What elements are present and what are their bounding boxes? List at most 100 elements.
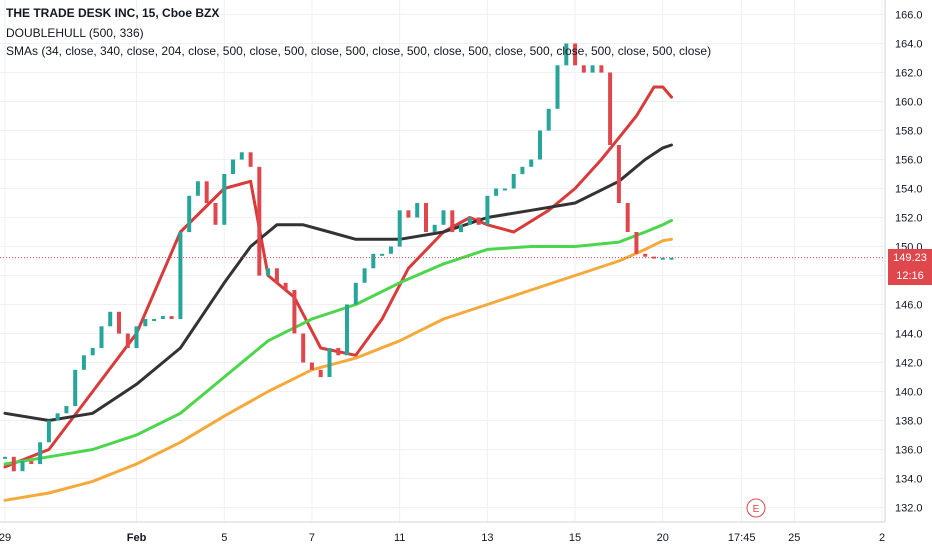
last-price-tag: 149.23 — [888, 248, 932, 267]
series-line-sma-orange[interactable] — [3, 237, 673, 502]
price-bar — [248, 152, 253, 167]
price-bar — [187, 195, 192, 233]
price-bar — [169, 316, 174, 319]
price-bar — [362, 268, 367, 283]
series-line-sma-green[interactable] — [3, 218, 673, 466]
earnings-marker-label: E — [753, 504, 760, 515]
bar-countdown-tag: 12:16 — [888, 266, 932, 285]
price-bar — [573, 43, 578, 66]
price-bar — [46, 420, 51, 443]
x-tick-label: 25 — [788, 532, 800, 544]
price-bar — [274, 268, 279, 283]
price-bar — [494, 188, 499, 196]
price-bar — [669, 257, 674, 260]
y-tick-label: 146.0 — [895, 300, 923, 312]
price-bar — [546, 108, 551, 131]
price-bar — [301, 333, 306, 363]
price-bar — [38, 442, 43, 465]
price-bar — [511, 174, 516, 189]
price-bar — [538, 130, 542, 160]
doublehull-indicator-label[interactable]: DOUBLEHULL (500, 336) — [6, 26, 144, 40]
price-bar — [266, 268, 271, 276]
price-bar — [134, 326, 139, 349]
price-bar — [353, 282, 358, 305]
price-bar — [11, 456, 16, 472]
earnings-marker[interactable]: E — [746, 498, 766, 518]
price-bar — [564, 43, 569, 66]
price-bar — [231, 159, 235, 174]
y-tick-label: 160.0 — [895, 97, 923, 109]
y-tick-label: 152.0 — [895, 213, 923, 225]
y-tick-label: 156.0 — [895, 155, 923, 167]
price-bar — [222, 174, 227, 225]
price-bar — [29, 461, 34, 464]
price-bar — [152, 319, 157, 321]
price-bar — [143, 319, 148, 327]
price-bar — [415, 203, 420, 218]
price-bar — [502, 188, 507, 191]
price-bar — [441, 210, 446, 225]
price-bar — [178, 232, 183, 319]
series-line-sma-black[interactable] — [3, 143, 673, 422]
price-bar — [476, 217, 481, 225]
time-axis-ticks: 29 Feb 5 7 11 13 15 20 17:45 25 2 — [0, 532, 885, 544]
price-bar — [345, 304, 349, 356]
price-bar — [581, 65, 586, 73]
price-bar — [309, 362, 314, 370]
y-tick-label: 158.0 — [895, 126, 923, 138]
price-bar — [292, 290, 297, 334]
y-tick-label: 166.0 — [895, 10, 923, 22]
price-bar — [239, 152, 244, 160]
price-bar — [73, 369, 78, 407]
price-bar — [55, 413, 60, 421]
x-tick-label: 20 — [657, 532, 669, 544]
price-bar — [195, 181, 200, 196]
price-bar — [336, 348, 341, 356]
price-bar — [117, 311, 121, 334]
price-bar — [660, 257, 665, 260]
price-bar — [432, 224, 437, 233]
price-bar — [257, 166, 262, 276]
price-bar — [608, 72, 613, 145]
x-tick-label: 5 — [221, 532, 227, 544]
price-bar — [485, 195, 490, 225]
x-tick-label: 2 — [879, 532, 885, 544]
price-bar — [327, 348, 332, 377]
price-bar — [213, 203, 218, 225]
x-tick-label: 7 — [309, 532, 315, 544]
price-bar — [520, 166, 525, 175]
price-bar — [450, 210, 455, 233]
y-tick-label: 162.0 — [895, 68, 923, 80]
price-bar — [590, 65, 595, 73]
series-layer — [0, 43, 885, 502]
y-tick-label: 138.0 — [895, 416, 923, 428]
price-bar — [467, 217, 472, 225]
y-tick-label: 136.0 — [895, 445, 923, 457]
price-bar — [125, 333, 130, 348]
x-tick-label: 29 — [0, 532, 11, 544]
y-tick-label: 144.0 — [895, 329, 923, 341]
chart-title: THE TRADE DESK INC, 15, Cboe BZX — [6, 6, 220, 20]
y-tick-label: 134.0 — [895, 474, 923, 486]
time-axis — [0, 522, 932, 550]
x-tick-label: 15 — [569, 532, 581, 544]
price-bar — [634, 232, 639, 254]
price-bar — [3, 456, 7, 459]
price-bar — [20, 461, 25, 472]
sma-indicator-label[interactable]: SMAs (34, close, 340, close, 204, close,… — [6, 44, 712, 58]
y-tick-label: 142.0 — [895, 358, 923, 370]
x-tick-label: 11 — [394, 532, 405, 544]
x-tick-label: 17:45 — [728, 532, 756, 544]
price-bar — [90, 348, 95, 356]
price-bar — [64, 406, 69, 414]
price-bar — [643, 253, 648, 257]
price-bar — [625, 203, 630, 232]
price-bar — [99, 326, 104, 349]
price-bar — [160, 316, 165, 319]
price-bar — [371, 253, 376, 269]
price-bar — [424, 203, 428, 232]
x-tick-label: Feb — [127, 532, 147, 544]
chart-grid — [0, 0, 885, 522]
price-bar — [529, 159, 534, 167]
